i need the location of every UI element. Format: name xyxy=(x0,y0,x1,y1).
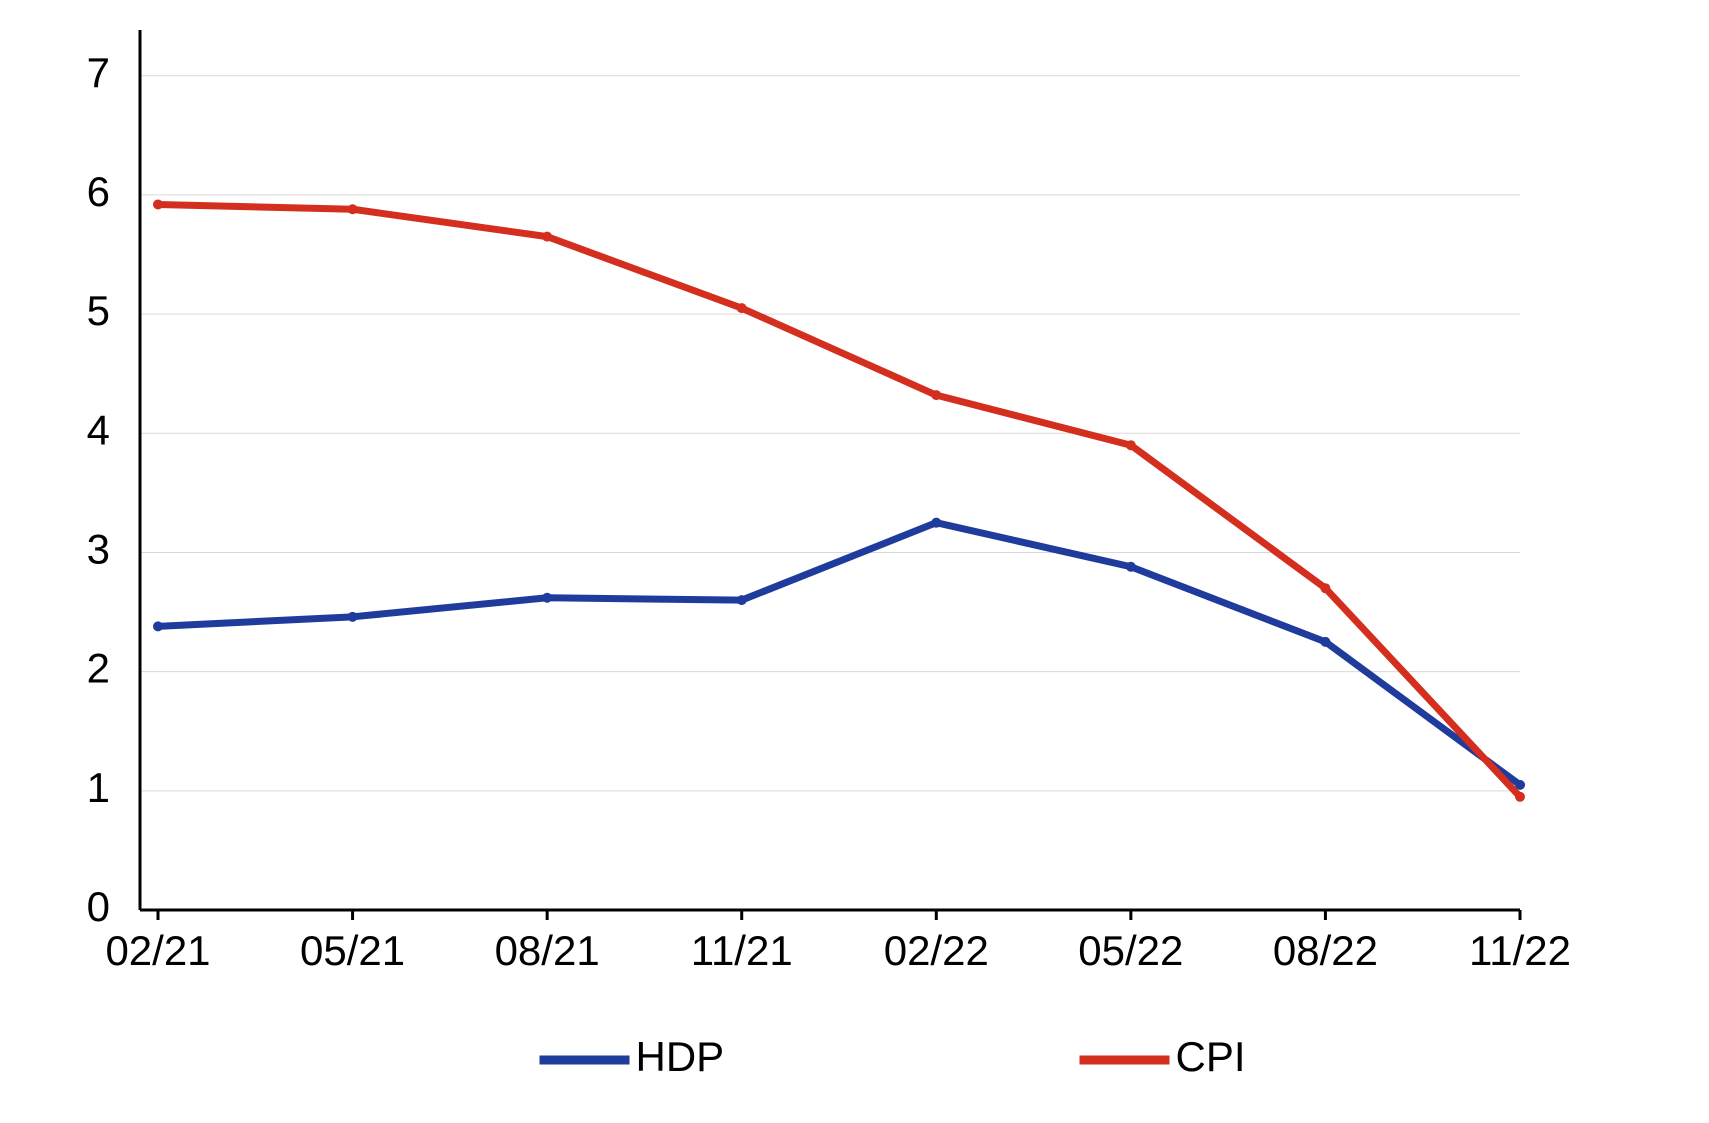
x-tick-label: 05/22 xyxy=(1078,927,1183,974)
y-tick-label: 0 xyxy=(87,883,110,930)
series-marker-cpi xyxy=(1320,583,1330,593)
y-tick-label: 5 xyxy=(87,287,110,334)
y-tick-label: 1 xyxy=(87,764,110,811)
y-tick-label: 2 xyxy=(87,645,110,692)
x-tick-label: 08/21 xyxy=(495,927,600,974)
legend-label-hdp: HDP xyxy=(636,1033,725,1080)
x-tick-label: 11/21 xyxy=(691,927,793,974)
y-tick-label: 4 xyxy=(87,406,110,453)
x-tick-label: 11/22 xyxy=(1469,927,1571,974)
x-tick-label: 02/21 xyxy=(105,927,210,974)
series-marker-cpi xyxy=(931,390,941,400)
series-marker-cpi xyxy=(153,199,163,209)
x-tick-label: 02/22 xyxy=(884,927,989,974)
series-marker-cpi xyxy=(348,204,358,214)
y-tick-label: 7 xyxy=(87,49,110,96)
series-marker-cpi xyxy=(737,303,747,313)
series-marker-hdp xyxy=(1126,562,1136,572)
y-tick-label: 6 xyxy=(87,168,110,215)
x-tick-label: 05/21 xyxy=(300,927,405,974)
series-marker-hdp xyxy=(153,621,163,631)
x-tick-label: 08/22 xyxy=(1273,927,1378,974)
line-chart: 0 1 2 3 4 5 6 7 02/21 05/21 08/21 11/21 02/22 05/22 08… xyxy=(0,0,1709,1123)
series-marker-hdp xyxy=(737,595,747,605)
chart-container: 0 1 2 3 4 5 6 7 02/21 05/21 08/21 11/21 02/22 05/22 08… xyxy=(0,0,1709,1123)
legend-label-cpi: CPI xyxy=(1176,1033,1246,1080)
series-marker-cpi xyxy=(1126,440,1136,450)
series-marker-cpi xyxy=(542,232,552,242)
series-marker-hdp xyxy=(1320,637,1330,647)
y-tick-label: 3 xyxy=(87,526,110,573)
series-marker-hdp xyxy=(542,593,552,603)
series-marker-cpi xyxy=(1515,792,1525,802)
series-marker-hdp xyxy=(931,518,941,528)
series-marker-hdp xyxy=(348,612,358,622)
